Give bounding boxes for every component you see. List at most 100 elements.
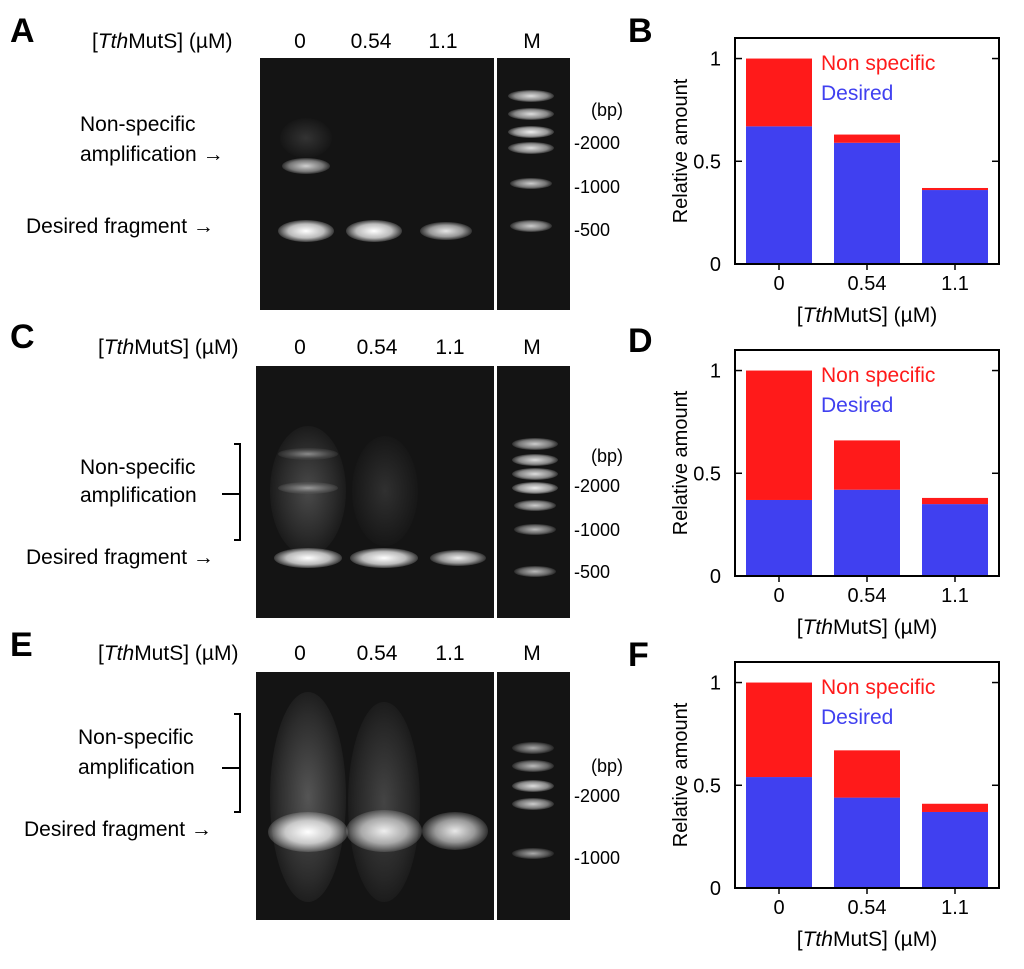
x-tick-label: 1.1: [941, 897, 969, 919]
bar-segment: [834, 489, 900, 576]
bar-segment: [922, 497, 988, 505]
arrow-right-icon: →: [202, 143, 224, 166]
plot-frame: [734, 349, 1000, 577]
gel-band: [278, 220, 334, 242]
x-tick-label: 0.54: [848, 585, 887, 607]
x-tick-label: 0: [773, 273, 784, 295]
gel-smear: [270, 692, 346, 902]
panel-letter-d: D: [628, 322, 653, 360]
y-tick-label: 0.5: [693, 775, 721, 797]
legend-entry: Desired: [821, 706, 893, 729]
gel-c-nonspecific-label-line2: amplification: [80, 484, 197, 507]
gel-e-lane-label: M: [523, 642, 541, 665]
x-tick-label: 1.1: [941, 585, 969, 607]
gel-a-lane-label: M: [523, 30, 541, 53]
gel-a-marker-label: -500: [574, 220, 611, 240]
gel-band: [278, 448, 338, 460]
y-tick-label: 0: [710, 566, 721, 588]
panel-letter-f: F: [628, 636, 649, 674]
gel-c-marker-label: -1000: [574, 520, 621, 540]
gel-divider: [494, 366, 497, 618]
gel-a-nonspecific-label-line2: amplification →: [80, 143, 224, 166]
arrow-right-icon: →: [192, 546, 214, 569]
gel-image-c: [256, 366, 570, 618]
bar-segment: [922, 504, 988, 576]
gel-divider: [494, 672, 497, 920]
y-tick-label: 0.5: [693, 151, 721, 173]
bar-segment: [922, 803, 988, 812]
y-tick-label: 1: [710, 361, 721, 383]
x-tick-label: 0: [773, 585, 784, 607]
bar-segment: [746, 58, 812, 127]
chart-svg: 0 0.54 1.1 0 0.5 1 Relative amount [TthMutS] (µ…: [670, 349, 1000, 639]
gel-band: [346, 810, 422, 852]
gel-e-lane-label: 1.1: [435, 642, 465, 665]
gel-band: [274, 548, 342, 568]
panel-letter-e: E: [10, 626, 33, 664]
ladder-band: [512, 454, 558, 466]
ladder-band: [510, 220, 552, 232]
stacked-bar-chart-f: 0 0.54 1.1 0 0.5 1 Relative amount [TthMutS] (µ…: [620, 654, 1020, 964]
bracket-icon: [222, 443, 241, 541]
gel-e-bp-unit: (bp): [591, 756, 624, 776]
gel-a-lane-label: 1.1: [428, 30, 458, 53]
gel-c-marker-label: -2000: [574, 476, 621, 496]
gel-c-nonspecific-label: Non-specific: [80, 456, 196, 479]
gel-c-lane-label: 0: [294, 336, 306, 359]
y-tick-label: 0.5: [693, 463, 721, 485]
arrow-right-icon: →: [190, 818, 212, 841]
ladder-band: [508, 126, 554, 138]
stacked-bar-chart-b: 0 0.54 1.1 0 0.5 1 Relative amount [TthMutS] (µ…: [620, 30, 1020, 340]
ladder-band: [508, 90, 554, 102]
gel-e-marker-label: -1000: [574, 848, 621, 868]
bar-segment: [922, 187, 988, 191]
gel-a-lane-label: 0.54: [350, 30, 392, 53]
x-axis-label: [TthMutS] (µM): [797, 928, 937, 951]
gel-a-desired-label: Desired fragment →: [26, 215, 214, 238]
ladder-band: [514, 524, 556, 535]
bar-segment: [746, 126, 812, 264]
plot-frame: [734, 661, 1000, 889]
x-tick-label: 0: [773, 897, 784, 919]
x-tick-label: 1.1: [941, 273, 969, 295]
gel-image-e: [256, 672, 570, 920]
ladder-band: [512, 798, 554, 810]
x-tick-label: 0.54: [848, 273, 887, 295]
gel-image-a: [260, 58, 570, 310]
legend-entry: Non specific: [821, 52, 935, 75]
gel-band: [346, 220, 402, 242]
legend-entry: Desired: [821, 394, 893, 417]
ladder-band: [508, 142, 554, 154]
bar-segment: [746, 682, 812, 778]
bar-segment: [834, 134, 900, 143]
gel-e-concentration-label: [TthMutS] (µM): [98, 642, 239, 665]
gel-e-marker-label: -2000: [574, 786, 621, 806]
gel-e-lane-label: 0.54: [356, 642, 398, 665]
gel-smear: [352, 436, 418, 546]
ladder-band: [512, 848, 554, 859]
gel-c-lane-label: 0.54: [356, 336, 398, 359]
gel-smear: [280, 118, 332, 158]
gel-band: [420, 222, 472, 240]
legend-entry: Non specific: [821, 364, 935, 387]
gel-a-marker-label: -2000: [574, 133, 621, 153]
ladder-band: [512, 780, 554, 792]
stacked-bar-chart-d: 0 0.54 1.1 0 0.5 1 Relative amount [TthMutS] (µ…: [620, 342, 1020, 652]
x-axis-label: [TthMutS] (µM): [797, 616, 937, 639]
ladder-band: [514, 566, 556, 577]
gel-band: [282, 158, 330, 174]
legend-entry: Non specific: [821, 676, 935, 699]
gel-a-bp-unit: (bp): [591, 100, 624, 120]
ladder-band: [512, 438, 558, 450]
gel-c-lane-label: 1.1: [435, 336, 465, 359]
bracket-icon: [222, 713, 241, 813]
gel-c-bp-unit: (bp): [591, 446, 624, 466]
bar-segment: [834, 797, 900, 888]
x-tick-label: 0.54: [848, 897, 887, 919]
legend-entry: Desired: [821, 82, 893, 105]
ladder-band: [510, 178, 552, 189]
gel-a-concentration-label: [TthMutS] (µM): [92, 30, 233, 53]
panel-letter-a: A: [10, 12, 35, 50]
gel-e-nonspecific-label: Non-specific: [78, 726, 194, 749]
y-tick-label: 1: [710, 673, 721, 695]
